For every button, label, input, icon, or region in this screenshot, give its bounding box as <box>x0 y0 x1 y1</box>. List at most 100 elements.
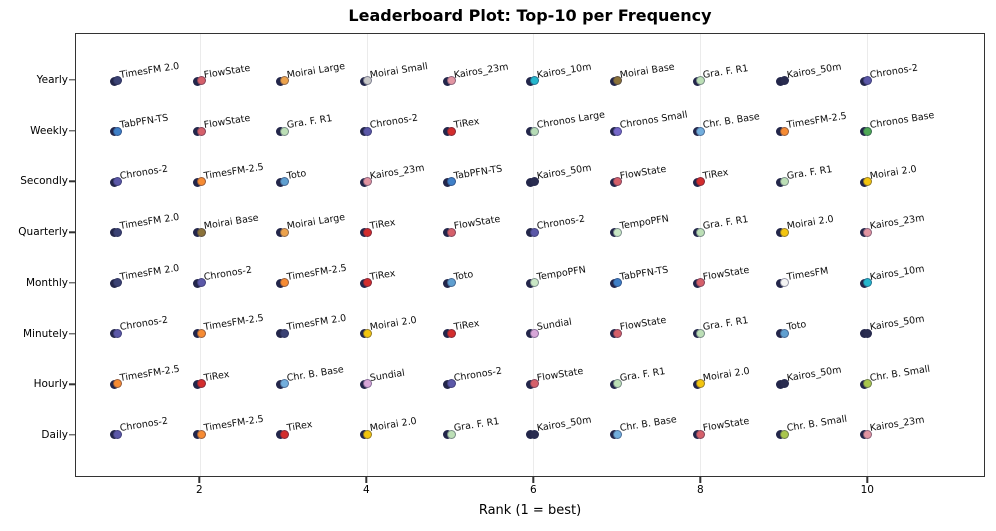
marker-dot-icon <box>363 379 373 389</box>
x-tick-mark-4 <box>365 477 368 483</box>
marker-dot-icon <box>113 429 123 439</box>
point-label: TiRex <box>286 419 314 435</box>
point-label: Chr. B. Small <box>869 363 931 384</box>
marker-dot-icon <box>113 227 123 237</box>
x-tick-label-10: 10 <box>860 484 874 496</box>
point-label: Toto <box>452 268 474 283</box>
marker-dot-icon <box>196 126 206 136</box>
marker-dot-icon <box>446 76 456 86</box>
marker-dot-icon <box>363 227 373 237</box>
gridline-x-8 <box>699 34 701 476</box>
marker-dot-icon <box>696 429 706 439</box>
marker-dot-icon <box>446 126 456 136</box>
marker-dot-icon <box>779 227 789 237</box>
marker-dot-icon <box>196 278 206 288</box>
point-label: TempoPFN <box>535 264 587 283</box>
marker-dot-icon <box>113 278 123 288</box>
marker-dot-icon <box>279 126 289 136</box>
marker-dot-icon <box>529 379 539 389</box>
point-label: FlowState <box>702 415 751 435</box>
point-label: Moirai 2.0 <box>702 365 751 384</box>
point-label: TimesFM-2.5 <box>286 262 348 283</box>
marker-dot-icon <box>363 76 373 86</box>
marker-dot-icon <box>196 227 206 237</box>
marker-dot-icon <box>613 126 623 136</box>
marker-dot-icon <box>779 429 789 439</box>
point-label: FlowState <box>619 315 668 334</box>
marker-dot-icon <box>363 126 373 136</box>
y-tick-mark-yearly <box>69 79 75 81</box>
point-label: Moirai 2.0 <box>869 163 918 182</box>
point-label: TimesFM 2.0 <box>119 262 181 283</box>
y-tick-mark-monthly <box>69 282 75 284</box>
point-label: TabPFN-TS <box>119 112 170 132</box>
marker-dot-icon <box>529 227 539 237</box>
point-label: Sundial <box>369 367 406 384</box>
point-label: Kairos_50m <box>535 414 593 435</box>
point-label: Chr. B. Base <box>619 414 678 435</box>
marker-dot-icon <box>279 227 289 237</box>
marker-dot-icon <box>696 177 706 187</box>
point-label: Kairos_50m <box>535 162 593 182</box>
marker-dot-icon <box>446 278 456 288</box>
marker-dot-icon <box>696 278 706 288</box>
marker-dot-icon <box>613 379 623 389</box>
point-label: FlowState <box>452 214 501 233</box>
marker-dot-icon <box>613 328 623 338</box>
y-tick-mark-daily <box>69 434 75 436</box>
point-label: Kairos_10m <box>535 61 593 81</box>
y-tick-mark-weekly <box>69 130 75 132</box>
gridline-x-6 <box>533 34 535 476</box>
point-label: Kairos_23m <box>369 162 426 182</box>
marker-dot-icon <box>446 429 456 439</box>
x-tick-label-8: 8 <box>696 484 704 496</box>
marker-dot-icon <box>113 379 123 389</box>
x-tick-mark-6 <box>532 477 535 483</box>
marker-dot-icon <box>446 379 456 389</box>
x-tick-mark-8 <box>699 477 701 483</box>
marker-dot-icon <box>446 227 456 237</box>
marker-dot-icon <box>279 278 289 288</box>
point-label: Moirai Large <box>286 60 346 81</box>
point-label: TimesFM-2.5 <box>119 363 181 384</box>
marker-dot-icon <box>363 328 373 338</box>
marker-dot-icon <box>779 278 789 288</box>
point-label: Gra. F. R1 <box>702 62 750 81</box>
x-axis-title: Rank (1 = best) <box>478 503 582 518</box>
marker-dot-icon <box>363 429 373 439</box>
marker-dot-icon <box>863 227 873 237</box>
point-label: Chronos Large <box>535 109 606 132</box>
marker-dot-icon <box>696 76 706 86</box>
point-label: Chronos-2 <box>369 112 419 132</box>
point-label: Chr. B. Base <box>702 111 761 132</box>
marker-dot-icon <box>696 126 706 136</box>
y-tick-label-minutely: Minutely <box>23 327 68 340</box>
point-label: Kairos_50m <box>869 313 926 334</box>
marker-dot-icon <box>279 76 289 86</box>
point-label: Moirai 2.0 <box>369 415 418 435</box>
point-label: Gra. F. R1 <box>452 416 500 435</box>
point-label: Gra. F. R1 <box>286 113 333 132</box>
marker-dot-icon <box>363 177 373 187</box>
point-label: Moirai 2.0 <box>369 314 418 334</box>
y-tick-label-monthly: Monthly <box>25 276 68 289</box>
x-tick-mark-10 <box>866 477 868 483</box>
point-label: Chronos Base <box>869 110 936 132</box>
y-tick-label-yearly: Yearly <box>36 74 68 87</box>
y-tick-mark-secondly <box>69 180 75 183</box>
marker-dot-icon <box>696 328 706 338</box>
point-label: TiRex <box>369 267 397 283</box>
marker-dot-icon <box>863 177 873 187</box>
marker-dot-icon <box>529 76 539 86</box>
point-label: Moirai Base <box>202 212 259 233</box>
x-tick-label-4: 4 <box>363 484 370 496</box>
marker-dot-icon <box>446 328 456 338</box>
marker-dot-icon <box>279 379 289 389</box>
point-label: Chronos Small <box>619 109 689 132</box>
point-label: TimesFM 2.0 <box>119 60 181 81</box>
point-label: Chr. B. Base <box>286 363 345 384</box>
point-label: FlowState <box>202 62 251 81</box>
marker-dot-icon <box>863 328 873 338</box>
marker-dot-icon <box>613 278 623 288</box>
y-tick-mark-quarterly <box>69 231 75 233</box>
